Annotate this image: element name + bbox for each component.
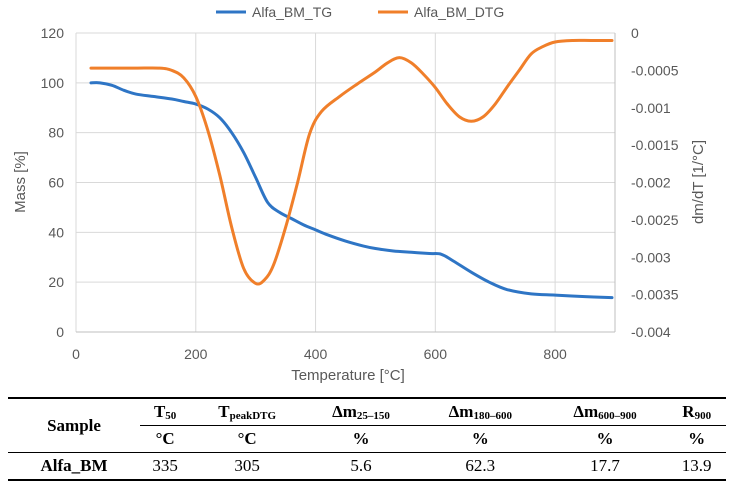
value-cell: 5.6 bbox=[304, 452, 418, 481]
col-header-dm-600-900: Δm600–900 bbox=[542, 397, 668, 426]
legend-label-tg: Alfa_BM_TG bbox=[252, 4, 332, 20]
col-header-symbol: Δm bbox=[332, 402, 357, 421]
col-header-subscript: 180–600 bbox=[473, 410, 512, 422]
y-right-tick-label: -0.0005 bbox=[631, 62, 679, 78]
y-left-tick-label: 100 bbox=[41, 75, 65, 91]
series-lines bbox=[89, 38, 614, 300]
col-header-subscript: 600–900 bbox=[598, 410, 637, 422]
x-tick-label: 200 bbox=[184, 346, 208, 362]
axes bbox=[75, 33, 616, 333]
y-left-tick-label: 40 bbox=[48, 224, 64, 240]
value-cell: 62.3 bbox=[417, 452, 543, 481]
y-right-tick-label: -0.001 bbox=[631, 100, 671, 116]
col-header-t50: T50 bbox=[140, 397, 191, 426]
x-axis-title: Temperature [°C] bbox=[291, 367, 405, 384]
col-header-symbol: Δm bbox=[448, 402, 474, 421]
y-left-tick-label: 0 bbox=[56, 324, 64, 340]
legend-label-dtg: Alfa_BM_DTG bbox=[414, 4, 504, 20]
col-header-symbol: R bbox=[682, 402, 695, 421]
series-line-tg bbox=[89, 81, 614, 300]
unit-cell: °C bbox=[190, 425, 305, 453]
col-header-symbol: T bbox=[153, 402, 166, 421]
x-axis-ticks: 0 200 400 600 800 bbox=[72, 346, 567, 362]
series-line-dtg bbox=[89, 38, 614, 286]
unit-cell: °C bbox=[140, 425, 191, 453]
y-left-tick-label: 20 bbox=[48, 274, 64, 290]
y-right-tick-label: -0.0035 bbox=[631, 287, 679, 303]
y-left-axis-ticks: 0 20 40 60 80 100 120 bbox=[41, 25, 65, 340]
value-cell: 13.9 bbox=[667, 452, 726, 481]
tga-chart: Alfa_BM_TG Alfa_BM_DTG 0 200 400 600 800 020… bbox=[12, 4, 707, 384]
x-tick-label: 800 bbox=[543, 346, 567, 362]
header-row: Sample T50 TpeakDTG Δm25–150 Δm180–600 Δ… bbox=[8, 397, 726, 453]
y-right-tick-label: -0.003 bbox=[631, 249, 671, 265]
y-right-tick-label: -0.002 bbox=[631, 175, 671, 191]
unit-cell: % bbox=[667, 425, 726, 453]
col-header-tpeakdtg: TpeakDTG bbox=[190, 397, 305, 426]
sample-name-cell: Alfa_BM bbox=[8, 452, 141, 481]
unit-row: °C °C % % % % bbox=[8, 425, 726, 453]
col-header-subscript: peakDTG bbox=[229, 410, 277, 422]
col-header-dm-180-600: Δm180–600 bbox=[417, 397, 543, 426]
y-left-tick-label: 60 bbox=[48, 175, 64, 191]
value-cell: 305 bbox=[190, 452, 305, 481]
y-right-axis-title: dm/dT [1/°C] bbox=[690, 140, 707, 224]
x-tick-label: 0 bbox=[72, 346, 80, 362]
unit-cell: % bbox=[542, 425, 668, 453]
x-tick-label: 400 bbox=[304, 346, 328, 362]
legend: Alfa_BM_TG Alfa_BM_DTG bbox=[216, 4, 504, 20]
table-row: Alfa_BM 335 305 5.6 62.3 17.7 13.9 bbox=[8, 452, 726, 481]
y-left-tick-label: 120 bbox=[41, 25, 65, 41]
sample-column-header: Sample bbox=[8, 397, 141, 453]
col-header-subscript: 900 bbox=[694, 410, 712, 422]
y-right-tick-label: -0.0015 bbox=[631, 137, 679, 153]
value-cell: 17.7 bbox=[542, 452, 668, 481]
y-right-tick-label: -0.004 bbox=[631, 324, 671, 340]
col-header-r900: R900 bbox=[667, 397, 726, 426]
summary-table: Sample T50 TpeakDTG Δm25–150 Δm180–600 Δ… bbox=[8, 397, 726, 481]
y-right-tick-label: 0 bbox=[631, 25, 639, 41]
col-header-symbol: Δm bbox=[573, 402, 599, 421]
col-header-subscript: 25–150 bbox=[356, 410, 390, 422]
y-left-axis-title: Mass [%] bbox=[12, 151, 29, 213]
unit-cell: % bbox=[304, 425, 418, 453]
y-right-axis-ticks: -0.004 -0.0035 -0.003 -0.0025 -0.002 -0.0015 -… bbox=[631, 25, 679, 340]
value-cell: 335 bbox=[140, 452, 191, 481]
unit-cell: % bbox=[417, 425, 543, 453]
col-header-dm-25-150: Δm25–150 bbox=[304, 397, 418, 426]
y-right-tick-label: -0.0025 bbox=[631, 212, 679, 228]
gridlines bbox=[76, 32, 615, 332]
x-tick-label: 600 bbox=[424, 346, 448, 362]
col-header-subscript: 50 bbox=[165, 410, 177, 422]
y-left-tick-label: 80 bbox=[48, 125, 64, 141]
col-header-symbol: T bbox=[218, 402, 230, 421]
